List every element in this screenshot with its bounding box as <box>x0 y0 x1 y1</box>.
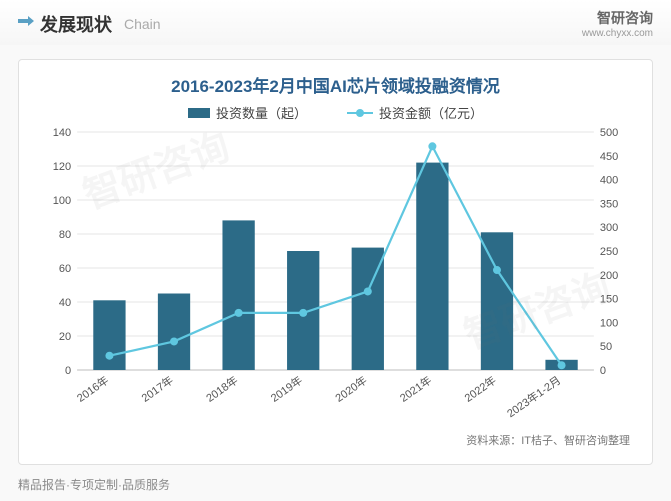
bar-swatch-icon <box>188 108 210 118</box>
svg-text:2021年: 2021年 <box>397 373 434 405</box>
svg-text:0: 0 <box>600 365 606 377</box>
svg-text:2016年: 2016年 <box>74 373 111 405</box>
arrow-icon <box>18 16 34 32</box>
legend-line-label: 投资金额（亿元） <box>379 103 483 122</box>
svg-text:0: 0 <box>65 365 71 377</box>
svg-text:100: 100 <box>53 195 71 207</box>
svg-text:500: 500 <box>600 127 618 139</box>
svg-text:2017年: 2017年 <box>139 373 176 405</box>
brand-name: 智研咨询 <box>582 8 653 28</box>
svg-text:20: 20 <box>59 331 71 343</box>
svg-text:60: 60 <box>59 263 71 275</box>
svg-text:350: 350 <box>600 198 618 210</box>
svg-text:2020年: 2020年 <box>332 373 369 405</box>
brand-block: 智研咨询 www.chyxx.com <box>582 8 653 39</box>
svg-text:2019年: 2019年 <box>268 373 305 405</box>
brand-url: www.chyxx.com <box>582 28 653 39</box>
footer-tagline: 精品报告·专项定制·品质服务 <box>18 476 170 493</box>
svg-text:400: 400 <box>600 175 618 187</box>
chart-legend: 投资数量（起） 投资金额（亿元） <box>27 103 644 122</box>
page-title: 发展现状 <box>40 11 112 37</box>
header-bar: 发展现状 Chain 智研咨询 www.chyxx.com <box>0 0 671 45</box>
plot-area: 0 20 40 60 80 100 120 140 0 50 100 150 200 250 300 350 4… <box>37 126 634 426</box>
chart-title: 2016-2023年2月中国AI芯片领域投融资情况 <box>27 72 644 97</box>
svg-text:120: 120 <box>53 161 71 173</box>
svg-text:50: 50 <box>600 341 612 353</box>
legend-bar: 投资数量（起） <box>188 103 307 122</box>
chart-container: 2016-2023年2月中国AI芯片领域投融资情况 投资数量（起） 投资金额（亿… <box>18 59 653 465</box>
svg-text:2022年: 2022年 <box>462 373 499 405</box>
line-swatch-icon <box>347 112 373 114</box>
svg-text:100: 100 <box>600 317 618 329</box>
source-caption: 资料来源：IT桔子、智研咨询整理 <box>27 432 630 448</box>
legend-line: 投资金额（亿元） <box>347 103 483 122</box>
svg-text:40: 40 <box>59 297 71 309</box>
legend-bar-label: 投资数量（起） <box>216 103 307 122</box>
svg-text:150: 150 <box>600 294 618 306</box>
page-subtitle: Chain <box>124 16 161 32</box>
svg-text:140: 140 <box>53 127 71 139</box>
svg-text:80: 80 <box>59 229 71 241</box>
svg-text:250: 250 <box>600 246 618 258</box>
svg-text:200: 200 <box>600 270 618 282</box>
svg-text:450: 450 <box>600 151 618 163</box>
svg-text:300: 300 <box>600 222 618 234</box>
chart-svg: 0 20 40 60 80 100 120 140 0 50 100 150 200 250 300 350 4… <box>37 126 634 426</box>
svg-text:2018年: 2018年 <box>203 373 240 405</box>
header-left: 发展现状 Chain <box>18 11 161 37</box>
svg-text:2023年1-2月: 2023年1-2月 <box>504 373 563 420</box>
